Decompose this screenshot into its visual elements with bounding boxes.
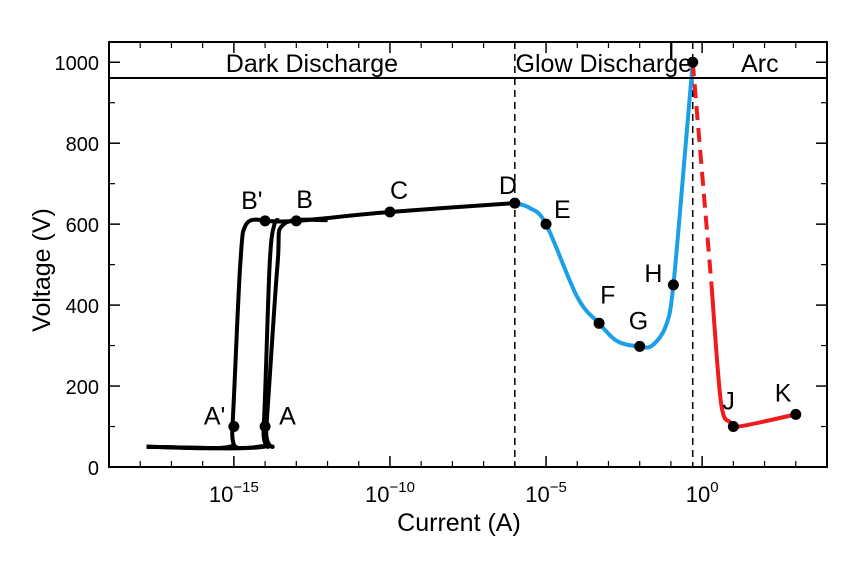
plot-frame [108,41,828,468]
point-marker-11 [727,421,739,433]
point-label-5: D [499,172,517,200]
point-marker-0 [228,421,240,433]
point-label-0: A' [204,403,225,431]
y-tick-label-4: 800 [66,134,99,156]
y-tick-label-0: 0 [88,458,99,480]
series-line-3 [265,201,515,224]
region-label-1: Glow Discharge [516,50,692,78]
series-line-6 [709,284,797,430]
y-tick-label-5: 1000 [55,53,100,75]
x-axis-title: Current (A) [397,509,521,537]
point-label-2: B' [241,187,262,215]
point-label-1: A [279,403,296,431]
axis-ticks [108,42,828,468]
x-tick-base: 10 [365,482,389,507]
region-label-2: Arc [741,50,779,78]
point-marker-4 [384,206,396,218]
point-marker-9 [667,279,679,291]
region-label-0: Dark Discharge [226,50,398,78]
series-line-2 [146,217,328,451]
point-label-12: K [775,379,792,407]
point-marker-2 [259,215,271,227]
point-marker-12 [790,408,802,420]
x-tick-exponent: −15 [233,479,258,496]
point-label-11: J [722,388,735,416]
point-label-6: E [554,196,571,224]
point-marker-7 [593,317,605,329]
chart-labels: A' A B' B C D E FGH I J K Dark Discharge Glow Discha… [55,38,792,507]
x-tick-base: 10 [686,482,710,507]
y-tick-label-2: 400 [66,296,99,318]
x-tick-base: 10 [525,482,549,507]
point-marker-3 [290,215,302,227]
point-label-8: G [629,307,648,335]
x-tick-label-3: 100 [686,479,719,507]
x-tick-label-1: 10−10 [365,479,415,507]
point-label-4: C [390,177,408,205]
x-tick-label-0: 10−15 [209,479,259,507]
x-tick-base: 10 [209,482,233,507]
y-tick-label-1: 200 [66,377,99,399]
point-label-9: H [644,260,662,288]
point-label-10: I [668,38,675,66]
y-tick-label-3: 600 [66,215,99,237]
point-marker-6 [540,218,552,230]
x-tick-label-2: 10−5 [525,479,567,507]
x-tick-exponent: −10 [389,479,414,496]
point-label-7: F [600,281,615,309]
x-tick-exponent: 0 [710,479,718,496]
point-marker-5 [509,197,521,209]
y-axis-title: Voltage (V) [28,208,56,332]
point-marker-1 [259,421,271,433]
x-tick-exponent: −5 [550,479,567,496]
series-line-5 [690,62,714,286]
point-label-3: B [296,186,313,214]
point-marker-10 [687,56,699,68]
chart-marks [146,42,802,467]
point-marker-8 [634,340,646,352]
